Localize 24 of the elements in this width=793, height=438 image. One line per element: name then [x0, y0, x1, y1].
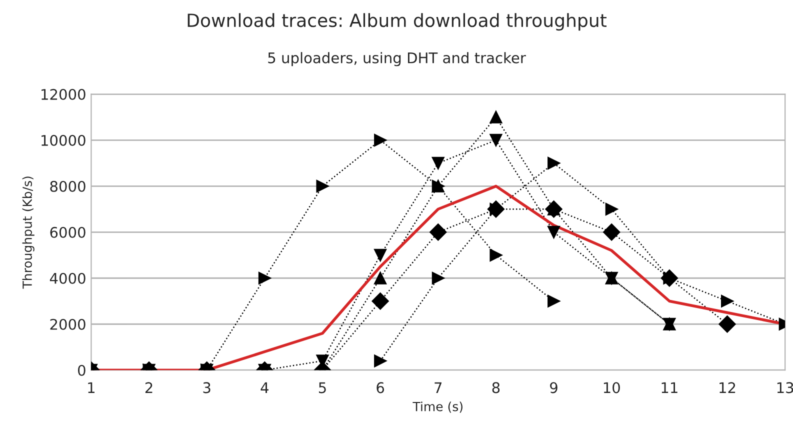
x-tick-label: 5	[318, 382, 326, 394]
y-tick-label: 0	[78, 364, 86, 376]
x-tick-label: 8	[492, 382, 500, 394]
x-tick-label: 3	[203, 382, 210, 394]
y-axis-title: Throughput (Kb/s)	[22, 176, 34, 289]
chart-title: Download traces: Album download throughput	[188, 13, 607, 31]
x-tick-label: 6	[376, 382, 384, 394]
y-tick-label: 4000	[50, 272, 86, 284]
y-tick-label: 8000	[50, 180, 86, 192]
chart-subtitle: 5 uploaders, using DHT and tracker	[268, 52, 526, 66]
x-tick-label: 9	[550, 382, 558, 394]
y-tick-label: 10000	[42, 134, 86, 146]
y-tick-label: 12000	[42, 88, 86, 100]
x-axis-title: Time (s)	[412, 402, 462, 413]
y-tick-label: 2000	[50, 318, 86, 330]
x-tick-label: 10	[604, 382, 620, 394]
x-tick-label: 4	[260, 382, 268, 393]
x-tick-label: 2	[145, 382, 152, 393]
x-tick-label: 1	[88, 382, 94, 393]
x-tick-label: 12	[720, 382, 736, 393]
y-tick-label: 6000	[50, 226, 86, 238]
x-tick-label: 7	[434, 382, 442, 393]
x-tick-label: 11	[662, 382, 678, 393]
x-tick-label: 13	[777, 382, 793, 394]
